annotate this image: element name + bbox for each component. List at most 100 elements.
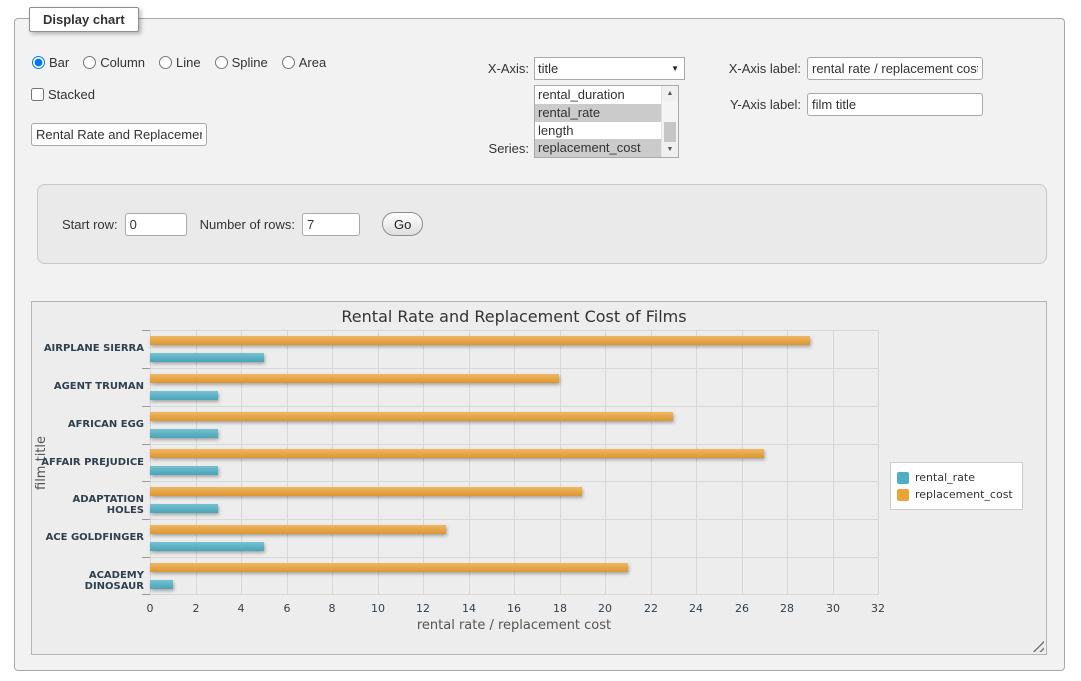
- x-tick-label: 22: [644, 602, 658, 615]
- bar-rental_rate[interactable]: [150, 504, 218, 513]
- legend-label: replacement_cost: [915, 488, 1013, 501]
- category-tick: [142, 330, 150, 331]
- gridline: [514, 330, 515, 595]
- row-controls-box: Start row: Number of rows: Go: [37, 184, 1047, 264]
- gridline: [150, 368, 878, 369]
- chart-type-option-spline[interactable]: Spline: [214, 55, 268, 70]
- gridline: [605, 330, 606, 595]
- gridline: [241, 330, 242, 595]
- plot-area: [142, 330, 879, 595]
- y-axis-label-input[interactable]: [807, 93, 983, 116]
- series-options: rental_duration rental_rate length replacem…: [535, 86, 678, 157]
- category-tick: [142, 481, 150, 482]
- x-axis-label-label: X-Axis label:: [728, 61, 801, 76]
- gridline: [150, 330, 878, 331]
- series-listbox[interactable]: rental_duration rental_rate length replacem…: [534, 85, 679, 158]
- bar-rental_rate[interactable]: [150, 580, 173, 589]
- chart-type-radio-bar[interactable]: [32, 56, 45, 69]
- x-tick-label: 18: [553, 602, 567, 615]
- x-axis-select-label: X-Axis:: [487, 61, 529, 76]
- bar-replacement_cost[interactable]: [150, 374, 559, 383]
- gridline: [287, 330, 288, 595]
- x-axis-select-wrap: title ▼: [534, 57, 685, 80]
- scroll-down-icon[interactable]: ▼: [662, 142, 678, 157]
- gridline: [878, 330, 879, 595]
- x-axis-label-input[interactable]: [807, 57, 983, 80]
- chart-type-option-area[interactable]: Area: [281, 55, 326, 70]
- x-tick-label: 6: [283, 602, 291, 615]
- series-option-rental_duration[interactable]: rental_duration: [538, 87, 625, 102]
- series-select-label: Series:: [488, 141, 529, 156]
- gridline: [150, 594, 878, 595]
- gridline: [150, 481, 878, 482]
- bar-replacement_cost[interactable]: [150, 525, 446, 534]
- gridline: [196, 330, 197, 595]
- series-option-length[interactable]: length: [538, 122, 574, 138]
- number-of-rows-label: Number of rows:: [199, 216, 295, 232]
- category-tick: [142, 594, 150, 595]
- bar-rental_rate[interactable]: [150, 429, 218, 438]
- resize-handle-icon[interactable]: [1032, 640, 1044, 652]
- bar-rental_rate[interactable]: [150, 466, 218, 475]
- scroll-up-icon[interactable]: ▲: [662, 86, 678, 101]
- series-option-replacement_cost[interactable]: replacement_cost: [535, 139, 661, 157]
- category-tick: [142, 557, 150, 558]
- category-tick: [142, 368, 150, 369]
- number-of-rows-input[interactable]: [302, 212, 360, 236]
- legend-item-rental_rate[interactable]: rental_rate: [897, 469, 1013, 486]
- bar-replacement_cost[interactable]: [150, 449, 764, 458]
- category-label: AFRICAN EGG: [67, 418, 144, 430]
- chart-type-option-line[interactable]: Line: [159, 55, 201, 70]
- gridline: [150, 330, 151, 595]
- legend-item-replacement_cost[interactable]: replacement_cost: [897, 486, 1013, 503]
- series-scrollbar[interactable]: ▲ ▼: [661, 86, 678, 157]
- chart-type-radio-column[interactable]: [83, 56, 97, 69]
- category-tick: [142, 406, 150, 407]
- chart-legend: rental_rate replacement_cost: [890, 462, 1023, 510]
- series-option-rental_rate[interactable]: rental_rate: [535, 103, 661, 122]
- stacked-label[interactable]: Stacked: [31, 87, 95, 102]
- chart-title: Rental Rate and Replacement Cost of Film…: [341, 307, 687, 326]
- chart-type-radio-area[interactable]: [281, 56, 295, 69]
- stacked-checkbox[interactable]: [31, 88, 44, 101]
- x-tick-label: 16: [507, 602, 521, 615]
- x-axis-select[interactable]: title: [534, 57, 685, 80]
- gridline: [423, 330, 424, 595]
- chart-type-radio-spline[interactable]: [214, 56, 228, 69]
- start-row-input[interactable]: [124, 212, 187, 236]
- chart-type-radio-label: Column: [100, 55, 146, 70]
- category-tick: [142, 444, 150, 445]
- legend-label: rental_rate: [915, 471, 975, 484]
- chart-type-option-column[interactable]: Column: [83, 55, 145, 70]
- chart-type-option-bar[interactable]: Bar: [32, 55, 69, 70]
- category-label: AGENT TRUMAN: [53, 380, 144, 392]
- panel-title: Display chart: [29, 7, 139, 32]
- bar-replacement_cost[interactable]: [150, 336, 810, 345]
- bar-replacement_cost[interactable]: [150, 412, 673, 421]
- gridline: [787, 330, 788, 595]
- chart-title-input[interactable]: [31, 123, 207, 146]
- chart-type-radio-line[interactable]: [159, 56, 173, 69]
- gridline: [469, 330, 470, 595]
- legend-swatch-icon: [897, 471, 909, 484]
- x-tick-label: 8: [328, 602, 336, 615]
- bar-rental_rate[interactable]: [150, 353, 264, 362]
- gridline: [742, 330, 743, 595]
- category-label: AIRPLANE SIERRA: [43, 342, 144, 354]
- bar-rental_rate[interactable]: [150, 391, 218, 400]
- stacked-row: Stacked: [31, 87, 95, 102]
- x-tick-label: 2: [192, 602, 200, 615]
- scrollbar-thumb[interactable]: [664, 122, 676, 142]
- category-tick: [142, 519, 150, 520]
- bar-replacement_cost[interactable]: [150, 563, 628, 572]
- x-tick-label: 4: [237, 602, 245, 615]
- x-tick-label: 28: [780, 602, 794, 615]
- gridline: [378, 330, 379, 595]
- category-label: AFFAIR PREJUDICE: [41, 456, 144, 468]
- gridline: [560, 330, 561, 595]
- bar-replacement_cost[interactable]: [150, 487, 582, 496]
- gridline: [150, 406, 878, 407]
- bar-rental_rate[interactable]: [150, 542, 264, 551]
- go-button[interactable]: Go: [382, 212, 424, 236]
